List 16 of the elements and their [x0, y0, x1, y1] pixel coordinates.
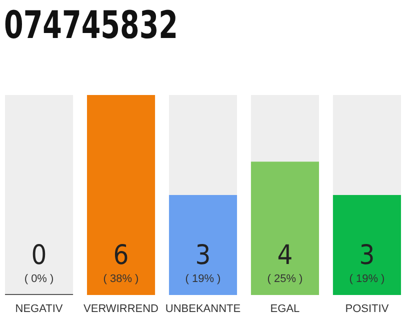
- annotation: ( 19% ): [349, 273, 385, 285]
- x-tick-label: POSITIV: [345, 303, 390, 315]
- data-label: 4: [277, 240, 293, 271]
- annotation: ( 25% ): [267, 273, 303, 285]
- data-label: 6: [113, 240, 129, 271]
- x-tick-label: EGAL: [270, 303, 300, 315]
- annotation: ( 19% ): [185, 273, 221, 285]
- data-label: 0: [31, 240, 47, 271]
- x-tick-label: VERWIRREND: [84, 303, 159, 315]
- annotation: ( 38% ): [103, 273, 139, 285]
- chart-title: 074745832: [4, 3, 218, 47]
- data-label: 3: [359, 240, 375, 271]
- x-tick-label: NEGATIV: [15, 303, 64, 315]
- data-label: 3: [195, 240, 211, 271]
- annotation: ( 0% ): [24, 273, 54, 285]
- x-tick-label: UNBEKANNTE: [165, 303, 241, 315]
